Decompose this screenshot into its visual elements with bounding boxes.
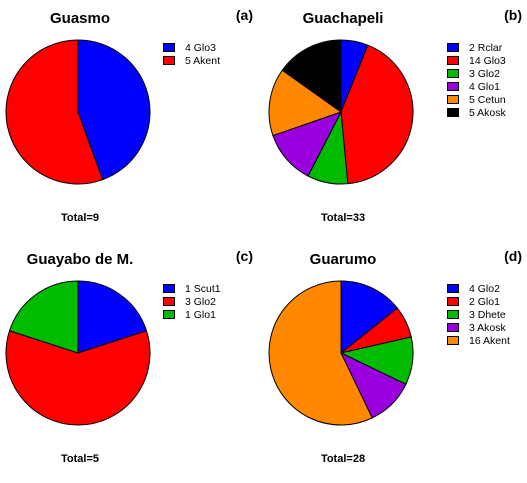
chart-title: Guarumo [309, 251, 377, 268]
legend-label: 2 Rclar [469, 41, 503, 54]
legend-swatch [447, 108, 459, 117]
legend-entry: 5 Cetun [447, 93, 506, 106]
legend-entry: 2 Rclar [447, 41, 506, 54]
legend-swatch [447, 297, 459, 306]
legend-entry: 1 Scut1 [163, 282, 221, 295]
legend-entry: 16 Akent [447, 334, 510, 347]
legend-label: 2 Glo1 [469, 295, 500, 308]
legend-label: 5 Cetun [469, 93, 506, 106]
legend-entry: 3 Glo2 [163, 295, 221, 308]
legend-entry: 3 Glo2 [447, 67, 506, 80]
legend-swatch [447, 43, 459, 52]
legend-label: 4 Glo3 [185, 41, 216, 54]
chart-title: Guachapeli [302, 10, 384, 27]
legend-entry: 14 Glo3 [447, 54, 506, 67]
total-label: Total=28 [320, 453, 366, 465]
legend-entry: 5 Akent [163, 54, 220, 67]
panel-label: (b) [504, 7, 522, 23]
legend: 4 Glo3 5 Akent [163, 41, 220, 67]
legend-swatch [447, 82, 459, 91]
legend-entry: 4 Glo3 [163, 41, 220, 54]
pie-slice [77, 39, 151, 181]
pie-slice [340, 44, 414, 185]
legend-label: 5 Akosk [469, 106, 506, 119]
legend-label: 14 Glo3 [469, 54, 506, 67]
legend: 2 Rclar 14 Glo3 3 Glo2 4 Glo1 5 Cetun 5 Akosk [447, 41, 506, 119]
pie-slice [8, 280, 79, 354]
legend-entry: 1 Glo1 [163, 308, 221, 321]
legend-label: 3 Dhete [469, 308, 506, 321]
total-label: Total=9 [60, 212, 99, 224]
legend-entry: 5 Akosk [447, 106, 506, 119]
chart-title: Guasmo [49, 10, 110, 27]
legend-label: 5 Akent [185, 54, 221, 67]
legend-swatch [447, 336, 459, 345]
legend-label: 3 Glo2 [185, 295, 216, 308]
legend: 1 Scut1 3 Glo2 1 Glo1 [163, 282, 221, 321]
legend-swatch [447, 56, 459, 65]
total-label: Total=5 [60, 453, 99, 465]
pie-slice [268, 69, 343, 137]
legend-entry: 4 Glo1 [447, 80, 506, 93]
legend-entry: 3 Akosk [447, 321, 510, 334]
pie-slice [5, 330, 151, 426]
legend-entry: 2 Glo1 [447, 295, 510, 308]
pie-panel-guachapeli: Guachapeli (b) 2 Rclar 14 Glo3 3 Glo2 4 Glo… [263, 0, 526, 241]
total-label: Total=33 [320, 212, 366, 224]
legend-swatch [163, 284, 175, 293]
pie-chart [5, 280, 151, 426]
legend-swatch [163, 43, 175, 52]
legend-swatch [447, 69, 459, 78]
legend-swatch [163, 56, 175, 65]
legend-swatch [163, 297, 175, 306]
pie-chart [5, 39, 151, 185]
legend-swatch [447, 95, 459, 104]
legend-swatch [447, 284, 459, 293]
pie-panel-guasmo: Guasmo (a) 4 Glo3 5 Akent Total=9 [0, 0, 263, 241]
legend-entry: 3 Dhete [447, 308, 510, 321]
legend-label: 1 Scut1 [185, 282, 221, 295]
panel-label: (d) [504, 248, 522, 264]
legend-swatch [447, 323, 459, 332]
legend-label: 3 Akosk [469, 321, 506, 334]
legend-swatch [447, 310, 459, 319]
legend: 4 Glo2 2 Glo1 3 Dhete 3 Akosk 16 Akent [447, 282, 510, 347]
legend-label: 16 Akent [469, 334, 510, 347]
legend-swatch [163, 310, 175, 319]
chart-title: Guayabo de M. [26, 251, 134, 268]
panel-label: (c) [235, 248, 253, 264]
legend-label: 4 Glo1 [469, 80, 500, 93]
legend-label: 3 Glo2 [469, 67, 500, 80]
pie-slice [340, 280, 398, 355]
pie-panel-guarumo: Guarumo (d) 4 Glo2 2 Glo1 3 Dhete 3 Akosk 16… [263, 241, 526, 482]
legend-label: 1 Glo1 [185, 308, 216, 321]
pie-slice [268, 280, 373, 426]
pie-chart [268, 39, 414, 185]
legend-entry: 4 Glo2 [447, 282, 510, 295]
pie-slice [281, 39, 342, 113]
pie-slice [5, 39, 104, 185]
panel-label: (a) [235, 7, 253, 23]
pie-panel-guayabo: Guayabo de M. (c) 1 Scut1 3 Glo2 1 Glo1 To… [0, 241, 263, 482]
pie-chart [268, 280, 414, 426]
legend-label: 4 Glo2 [469, 282, 500, 295]
pie-slice [77, 280, 148, 354]
